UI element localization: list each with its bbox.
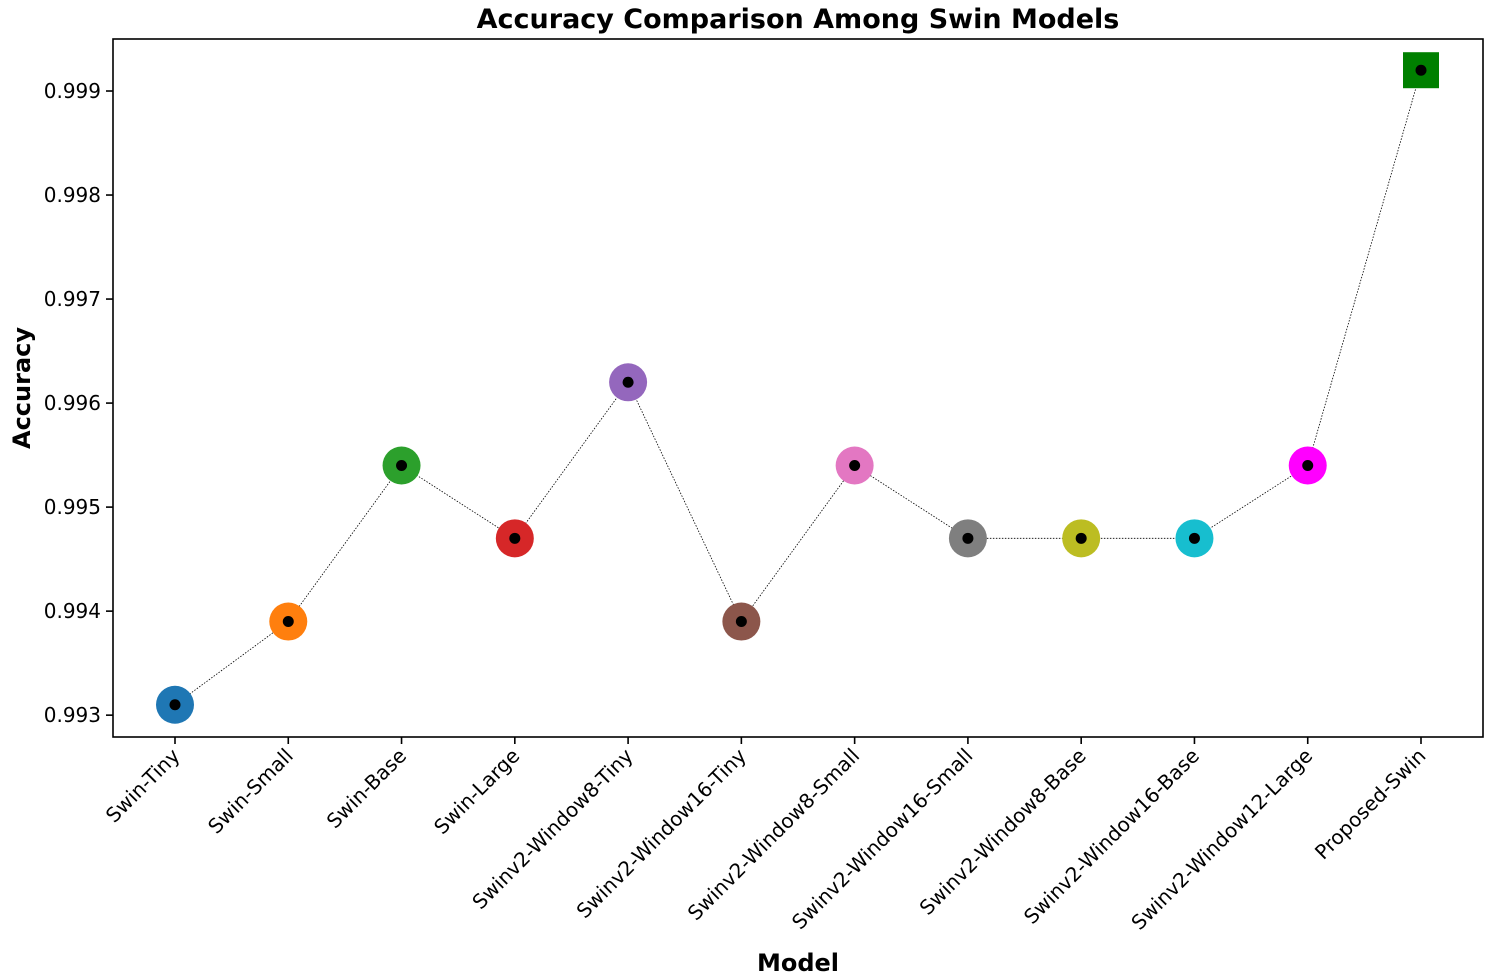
x-tick-label: Swinv2-Window12-Large	[1126, 744, 1317, 935]
x-axis-label: Model	[757, 949, 839, 977]
data-point-center	[1302, 459, 1314, 471]
data-point-center	[1075, 532, 1087, 544]
data-point-center	[396, 459, 408, 471]
data-point-center	[1188, 532, 1200, 544]
data-point-center	[1415, 64, 1427, 76]
x-tick-label: Swin-Base	[322, 744, 411, 833]
y-tick-label: 0.993	[44, 703, 101, 727]
y-tick-label: 0.999	[44, 79, 101, 103]
data-point-center	[735, 616, 747, 628]
plot-frame	[112, 38, 1484, 738]
data-point-center	[169, 699, 181, 711]
data-point-center	[849, 459, 861, 471]
x-tick-label: Proposed-Swin	[1310, 744, 1431, 865]
x-tick-label: Swin-Small	[203, 744, 298, 839]
y-axis-label: Accuracy	[8, 327, 36, 449]
x-tick-label: Swinv2-Window16-Small	[787, 744, 977, 934]
y-tick-label: 0.995	[44, 495, 101, 519]
data-point-center	[962, 532, 974, 544]
y-axis: 0.993 0.994 0.995 0.996 0.997 0.998 0.999	[44, 79, 113, 727]
data-point-center	[509, 532, 521, 544]
x-tick-label: Swin-Large	[429, 744, 524, 839]
data-point-center	[282, 616, 294, 628]
chart-title: Accuracy Comparison Among Swin Models	[477, 4, 1120, 35]
y-tick-label: 0.996	[44, 391, 101, 415]
x-axis: Swin-Tiny Swin-Small Swin-Base Swin-Large Sw…	[101, 737, 1431, 935]
y-tick-label: 0.997	[44, 287, 101, 311]
data-point-center	[622, 376, 634, 388]
connecting-line	[174, 70, 1422, 706]
accuracy-series	[156, 52, 1439, 724]
x-tick-label: Swin-Tiny	[101, 743, 185, 827]
y-tick-label: 0.994	[44, 599, 101, 623]
y-tick-label: 0.998	[44, 183, 101, 207]
